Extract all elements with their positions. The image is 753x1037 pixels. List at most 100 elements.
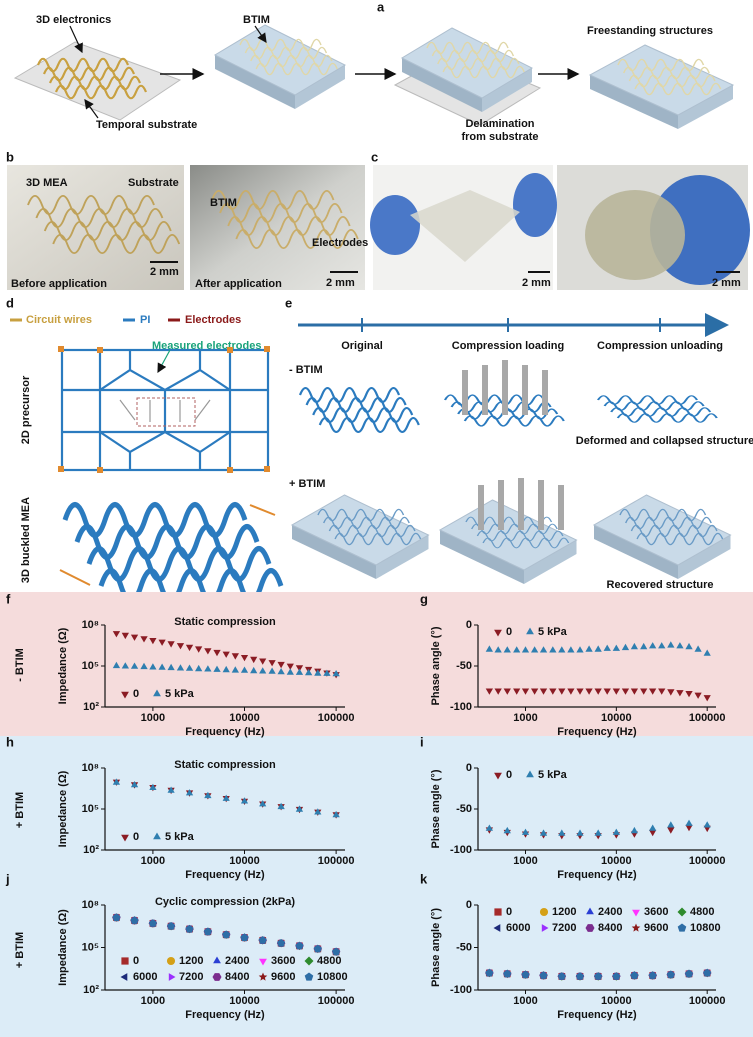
data-point [503,826,511,834]
x-tick-label: 10000 [601,855,632,867]
data-point [531,688,539,695]
y-axis-label: Impedance (Ω) [57,770,69,847]
legend-marker [586,907,594,915]
legend-marker [259,958,267,966]
data-point [521,688,530,695]
band-background [0,592,753,736]
legend-label: Electrodes [185,314,241,326]
legend-marker [526,627,534,635]
panel-label: a [377,0,385,14]
chart-title: Static compression [174,616,276,628]
data-point [703,821,711,828]
arrow [157,349,171,374]
data-point [277,939,286,947]
data-point [485,968,494,977]
legend-marker [304,956,314,966]
legend-marker [677,907,687,917]
data-point [658,642,666,649]
panel-label: g [420,591,428,606]
y-tick-label: 0 [466,619,472,631]
data-point [521,646,530,653]
data-point [513,688,521,695]
row-label: 2D precursor [20,375,32,444]
legend-label: 0 [506,906,512,918]
scale-label: 2 mm [522,277,551,289]
legend-label: 8400 [225,971,249,983]
data-point [240,655,249,662]
legend-label: 0 [133,955,139,967]
data-point [558,829,566,836]
y-tick-label: -100 [450,844,472,856]
data-point [576,829,584,836]
callout: 3D MEA [26,177,68,189]
data-point [531,646,539,653]
legend-marker [632,909,640,917]
data-point [539,688,548,695]
data-point [250,666,258,674]
legend-label: 1200 [179,955,203,967]
data-point [567,688,575,695]
data-point [703,695,711,702]
legend-label: 5 kPa [165,688,195,700]
btim-block [214,24,346,110]
legend-marker [677,923,687,932]
y-tick-label: 10⁵ [82,803,99,815]
x-tick-label: 10000 [229,995,260,1007]
data-point [295,941,304,950]
legend-label: 0 [133,831,139,843]
data-point [685,824,693,832]
scale-label: 2 mm [150,266,179,278]
data-point [621,688,630,695]
legend-label: 3600 [271,955,295,967]
photo [370,165,557,290]
scale-label: 2 mm [712,277,741,289]
data-point [167,786,175,793]
data-point [630,688,638,695]
data-point [630,826,638,834]
arrow [254,25,267,43]
result-label: Recovered structure [607,579,714,591]
data-point [612,688,620,695]
data-point [305,668,313,676]
panel-label: j [5,871,10,886]
data-point [185,644,194,652]
legend-label: Circuit wires [26,314,92,326]
data-point [685,691,693,698]
data-point [140,662,148,670]
x-axis-label: Frequency (Hz) [557,726,637,738]
data-point [503,646,511,653]
legend-label: 0 [133,688,139,700]
data-point [323,669,331,676]
x-tick-label: 100000 [689,995,726,1007]
panel-label: e [285,295,292,310]
data-point [676,642,684,649]
x-axis-label: Frequency (Hz) [185,1009,265,1021]
data-point [130,662,139,669]
data-point [112,778,121,785]
x-tick-label: 1000 [141,855,165,867]
data-point [204,665,212,672]
panel-label: f [6,591,11,606]
data-point [676,690,684,697]
legend-marker [121,834,129,842]
callout: from substrate [461,131,538,143]
data-point [585,645,593,652]
data-point [667,827,675,834]
data-point [612,972,621,980]
x-tick-label: 100000 [689,855,726,867]
data-point [521,970,530,979]
photo [7,165,184,290]
x-axis-label: Frequency (Hz) [557,1009,637,1021]
callout: Substrate [128,177,179,189]
data-point [240,666,249,673]
data-point [621,643,630,651]
2d-precursor-drawing [60,348,270,472]
x-tick-label: 1000 [513,855,537,867]
data-point [176,664,185,671]
y-axis-label: Phase angle (°) [430,908,442,987]
x-tick-label: 10000 [601,712,632,724]
data-point [185,789,194,796]
data-point [185,924,194,933]
data-point [148,919,157,927]
data-point [222,665,230,673]
